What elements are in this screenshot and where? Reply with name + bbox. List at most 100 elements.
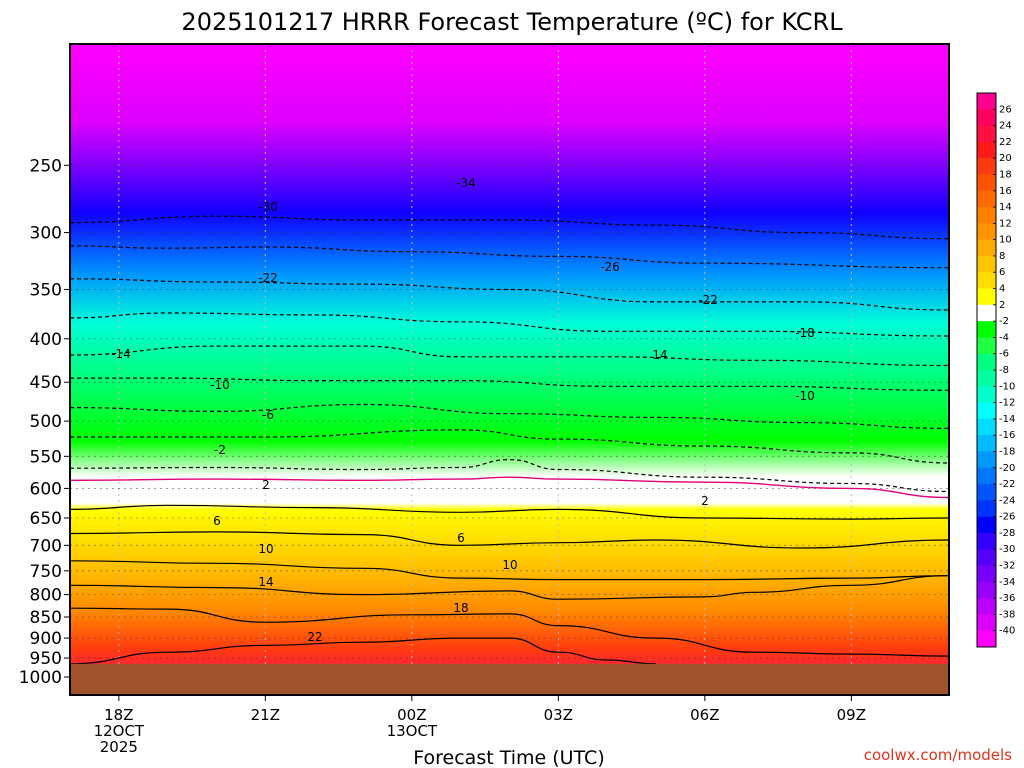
colorbar-label-11: 4 [999,284,1005,295]
xtick-date-2: 13OCT [387,722,438,740]
isotherm-neg30-1 [70,245,949,269]
ground-fill [70,663,949,695]
y-axis-ticks: 2503003504004505005506006507007508008509… [19,156,70,688]
colorbar-swatch-28 [977,549,996,566]
colorbar-swatch-9 [977,239,996,257]
colorbar-label-19: -14 [999,414,1015,425]
contour-label-neg34: -34 [456,176,476,190]
credit-text[interactable]: coolwx.com/models [864,746,1012,764]
contour-label-neg22-a: -22 [258,271,278,285]
colorbar-swatch-33 [977,630,996,648]
colorbar-swatch-4 [977,158,996,175]
colorbar-swatch-29 [977,565,996,583]
plot-area [70,44,949,695]
colorbar-label-21: -18 [999,446,1015,457]
colorbar-label-1: 24 [999,121,1012,132]
colorbar-label-4: 18 [999,169,1012,180]
colorbar-swatch-11 [977,272,996,289]
isotherm-neg6-7 [70,429,949,464]
colorbar-swatch-3 [977,141,996,159]
colorbar: 26 24 22 20 18 16 14 12 10 8 6 4 2 -2 -4 -6 -8 -10 -12 -14 -… [976,92,1015,648]
colorbar-label-22: -20 [999,463,1015,474]
ytick-label-800: 800 [30,586,62,606]
colorbar-label-5: 16 [999,186,1012,197]
contour-label-2-a: 2 [262,478,270,492]
ytick-label-500: 500 [30,412,62,432]
xtick-year-0: 2025 [100,738,138,756]
contour-label-neg18: -18 [795,326,815,340]
colorbar-swatch-24 [977,484,996,501]
colorbar-swatch-18 [977,386,996,403]
isotherm-2-9 [70,476,949,499]
colorbar-label-2: 22 [999,137,1012,148]
ytick-label-600: 600 [30,479,62,499]
isotherm-18-14 [70,607,949,657]
colorbar-label-30: -36 [999,593,1015,604]
isotherm-14-13 [70,575,949,600]
colorbar-swatch-0 [977,93,996,110]
colorbar-label-29: -34 [999,577,1015,588]
colorbar-label-12: 2 [999,300,1005,311]
ytick-label-300: 300 [30,224,62,244]
colorbar-label-18: -12 [999,398,1015,409]
contour-label-neg6: -6 [262,408,274,422]
isotherm-10-12 [70,560,949,581]
isotherm-22-15 [70,637,657,665]
colorbar-swatch-25 [977,500,996,517]
colorbar-label-6: 14 [999,202,1012,213]
colorbar-label-14: -4 [999,332,1009,343]
colorbar-swatch-21 [977,435,996,452]
ytick-label-450: 450 [30,373,62,393]
colorbar-label-13: -2 [999,316,1009,327]
ytick-label-750: 750 [30,562,62,582]
colorbar-swatch-8 [977,223,996,240]
xtick-label-1: 21Z [251,706,280,724]
colorbar-label-10: 6 [999,267,1005,278]
colorbar-swatch-5 [977,174,996,192]
colorbar-swatch-7 [977,207,996,224]
ytick-label-1000: 1000 [19,668,62,688]
isotherm-2-10 [70,504,949,520]
ytick-label-400: 400 [30,330,62,350]
colorbar-swatch-19 [977,402,996,420]
colorbar-label-0: 26 [999,104,1012,115]
colorbar-swatch-26 [977,516,996,534]
colorbar-swatch-12 [977,288,996,306]
ytick-label-900: 900 [30,629,62,649]
colorbar-swatch-31 [977,598,996,615]
colorbar-swatch-2 [977,125,996,143]
contour-label-neg30: -30 [258,200,278,214]
xtick-label-0: 18Z [104,706,133,724]
colorbar-swatch-16 [977,353,996,371]
colorbar-swatch-30 [977,581,996,599]
xtick-label-3: 03Z [544,706,573,724]
colorbar-swatch-14 [977,321,996,338]
xtick-label-4: 06Z [690,706,719,724]
plot-frame [69,43,950,696]
colorbar-label-17: -10 [999,381,1015,392]
colorbar-swatch-32 [977,614,996,632]
x-axis-label: Forecast Time (UTC) [413,747,604,768]
contour-label-6-a: 6 [213,514,221,528]
contour-labels: -34 -30 -26 -22 -22 -18 -14 14 -10 -10 -… [111,176,815,644]
colorbar-label-23: -22 [999,479,1015,490]
colorbar-label-20: -16 [999,430,1015,441]
contour-label-neg10-a: -10 [210,378,230,392]
contour-label-18: 18 [453,601,468,615]
contour-label-neg14-b: 14 [652,348,667,362]
contour-label-neg26: -26 [600,260,620,274]
colorbar-label-8: 10 [999,235,1012,246]
colorbar-swatch-23 [977,467,996,485]
contour-label-neg14-a: -14 [111,347,131,361]
colorbar-label-27: -30 [999,544,1015,555]
colorbar-swatch-15 [977,337,996,355]
colorbar-label-15: -6 [999,349,1009,360]
colorbar-swatch-13 [977,304,996,322]
xtick-label-2: 00Z [397,706,426,724]
contour-label-14: 14 [258,575,273,589]
colorbar-label-25: -26 [999,512,1015,523]
colorbar-swatch-27 [977,532,996,550]
colorbar-label-3: 20 [999,153,1012,164]
ytick-label-950: 950 [30,649,62,669]
isotherm-6-11 [70,531,949,549]
